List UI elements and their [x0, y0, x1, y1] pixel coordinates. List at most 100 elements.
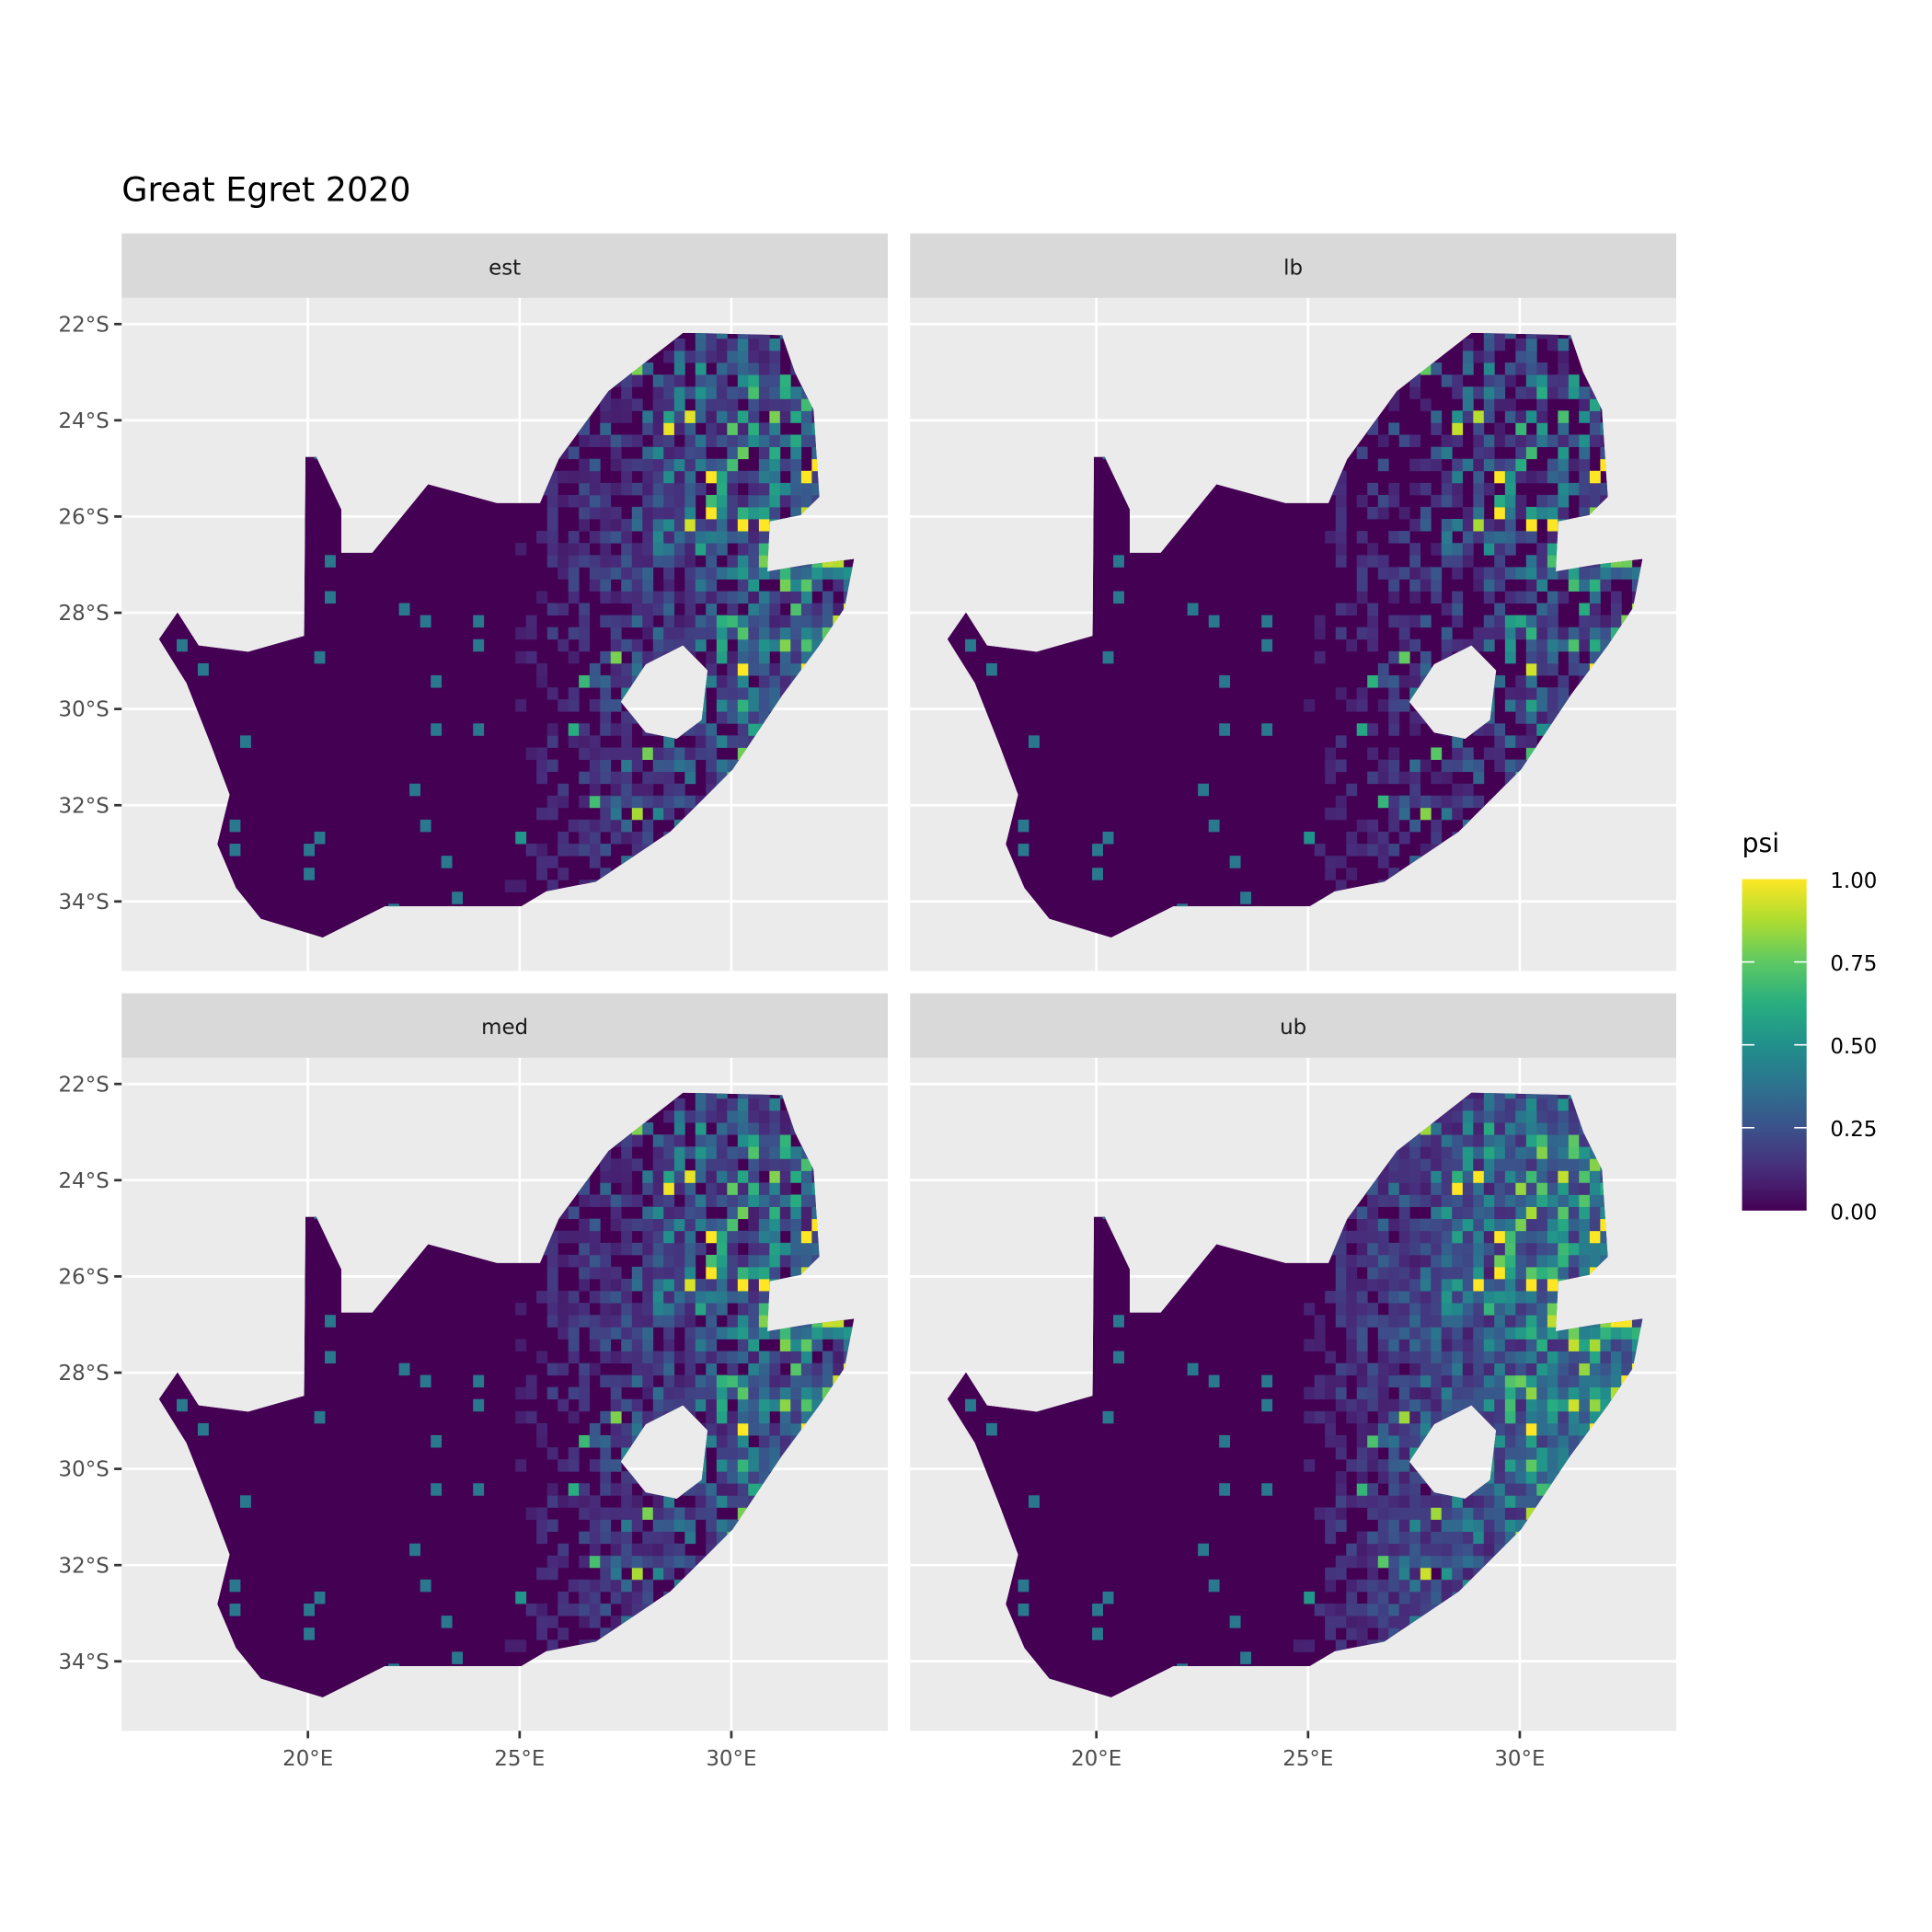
raster-cell — [1261, 1398, 1273, 1412]
raster-cell — [1452, 1507, 1464, 1520]
raster-cell — [716, 1122, 728, 1135]
raster-cell — [1525, 1363, 1537, 1376]
raster-cell — [1367, 819, 1379, 833]
raster-cell — [621, 434, 633, 447]
raster-cell — [1483, 638, 1495, 652]
raster-cell — [663, 1363, 675, 1376]
raster-cell — [779, 1170, 791, 1183]
raster-cell — [695, 1374, 707, 1388]
raster-cell — [1356, 1627, 1368, 1640]
raster-cell — [790, 1327, 802, 1340]
raster-cell — [1335, 519, 1347, 532]
raster-cell — [1504, 398, 1516, 411]
raster-cell — [1304, 699, 1316, 712]
raster-cell — [1462, 1555, 1474, 1569]
raster-cell — [1304, 1639, 1316, 1652]
raster-cell — [695, 1134, 707, 1147]
raster-cell — [579, 638, 591, 652]
raster-cell — [1504, 1398, 1516, 1412]
raster-cell — [1473, 519, 1485, 532]
raster-cell — [748, 374, 760, 387]
raster-cell — [727, 1170, 739, 1183]
raster-cell — [706, 1363, 718, 1376]
raster-cell — [1409, 1170, 1421, 1183]
raster-cell — [695, 1218, 707, 1232]
raster-cell — [833, 579, 845, 592]
raster-cell — [663, 398, 675, 411]
raster-cell — [716, 1254, 728, 1268]
raster-cell — [716, 1398, 728, 1412]
raster-cell — [621, 1351, 633, 1364]
raster-cell — [758, 350, 770, 363]
raster-cell — [769, 1158, 781, 1171]
raster-cell — [420, 1579, 431, 1593]
raster-cell — [1304, 1459, 1316, 1472]
raster-cell — [748, 1327, 760, 1340]
raster-cell — [800, 494, 812, 508]
raster-cell — [1536, 650, 1548, 664]
raster-cell — [1558, 1134, 1570, 1147]
raster-cell — [642, 819, 654, 833]
raster-cell — [684, 1507, 696, 1520]
raster-cell — [1473, 579, 1485, 592]
raster-cell — [1113, 555, 1124, 568]
raster-cell — [695, 1495, 707, 1508]
raster-cell — [822, 1351, 834, 1364]
raster-cell — [1420, 1134, 1432, 1147]
raster-cell — [1377, 1315, 1389, 1328]
raster-cell — [546, 1278, 558, 1292]
raster-cell — [1504, 1459, 1516, 1472]
raster-cell — [706, 1386, 718, 1400]
raster-cell — [600, 1410, 612, 1424]
raster-cell — [727, 350, 739, 363]
raster-cell — [1398, 771, 1410, 785]
raster-cell — [1483, 1266, 1495, 1280]
raster-cell — [811, 1398, 823, 1412]
raster-cell — [779, 1339, 791, 1351]
raster-cell — [642, 531, 654, 544]
raster-cell — [642, 1591, 654, 1604]
raster-cell — [1409, 1315, 1421, 1328]
raster-cell — [1536, 386, 1548, 399]
raster-cell — [1621, 567, 1633, 580]
raster-cell — [1473, 458, 1485, 472]
raster-cell — [1483, 1230, 1495, 1244]
raster-cell — [621, 591, 633, 604]
raster-cell — [1420, 1495, 1432, 1508]
raster-cell — [706, 410, 718, 423]
raster-cell — [1409, 434, 1421, 447]
raster-cell — [1314, 1374, 1326, 1388]
raster-cell — [673, 1098, 685, 1111]
raster-cell — [642, 362, 654, 375]
raster-cell — [1452, 1315, 1464, 1328]
raster-cell — [663, 410, 675, 423]
raster-cell — [652, 650, 664, 664]
raster-cell — [1029, 735, 1040, 748]
raster-cell — [1346, 1459, 1358, 1472]
raster-cell — [1346, 1398, 1358, 1412]
raster-cell — [727, 1483, 739, 1496]
raster-cell — [706, 747, 718, 760]
raster-cell — [600, 711, 612, 724]
raster-cell — [1558, 362, 1570, 375]
raster-cell — [1515, 1230, 1527, 1244]
raster-cell — [779, 1435, 791, 1448]
raster-cell — [589, 1459, 601, 1472]
raster-cell — [1335, 543, 1347, 556]
raster-cell — [1388, 807, 1400, 821]
raster-cell — [1420, 1422, 1432, 1436]
raster-cell — [1504, 1495, 1516, 1508]
raster-cell — [325, 1351, 336, 1364]
raster-cell — [1335, 1278, 1347, 1292]
raster-cell — [748, 422, 760, 435]
raster-cell — [642, 591, 654, 604]
raster-cell — [1494, 386, 1506, 399]
raster-cell — [631, 1194, 643, 1207]
raster-cell — [1219, 1483, 1231, 1496]
raster-cell — [546, 735, 558, 748]
raster-cell — [1398, 1351, 1410, 1364]
raster-cell — [1547, 555, 1558, 568]
raster-cell — [1483, 579, 1495, 592]
raster-cell — [1356, 591, 1368, 604]
